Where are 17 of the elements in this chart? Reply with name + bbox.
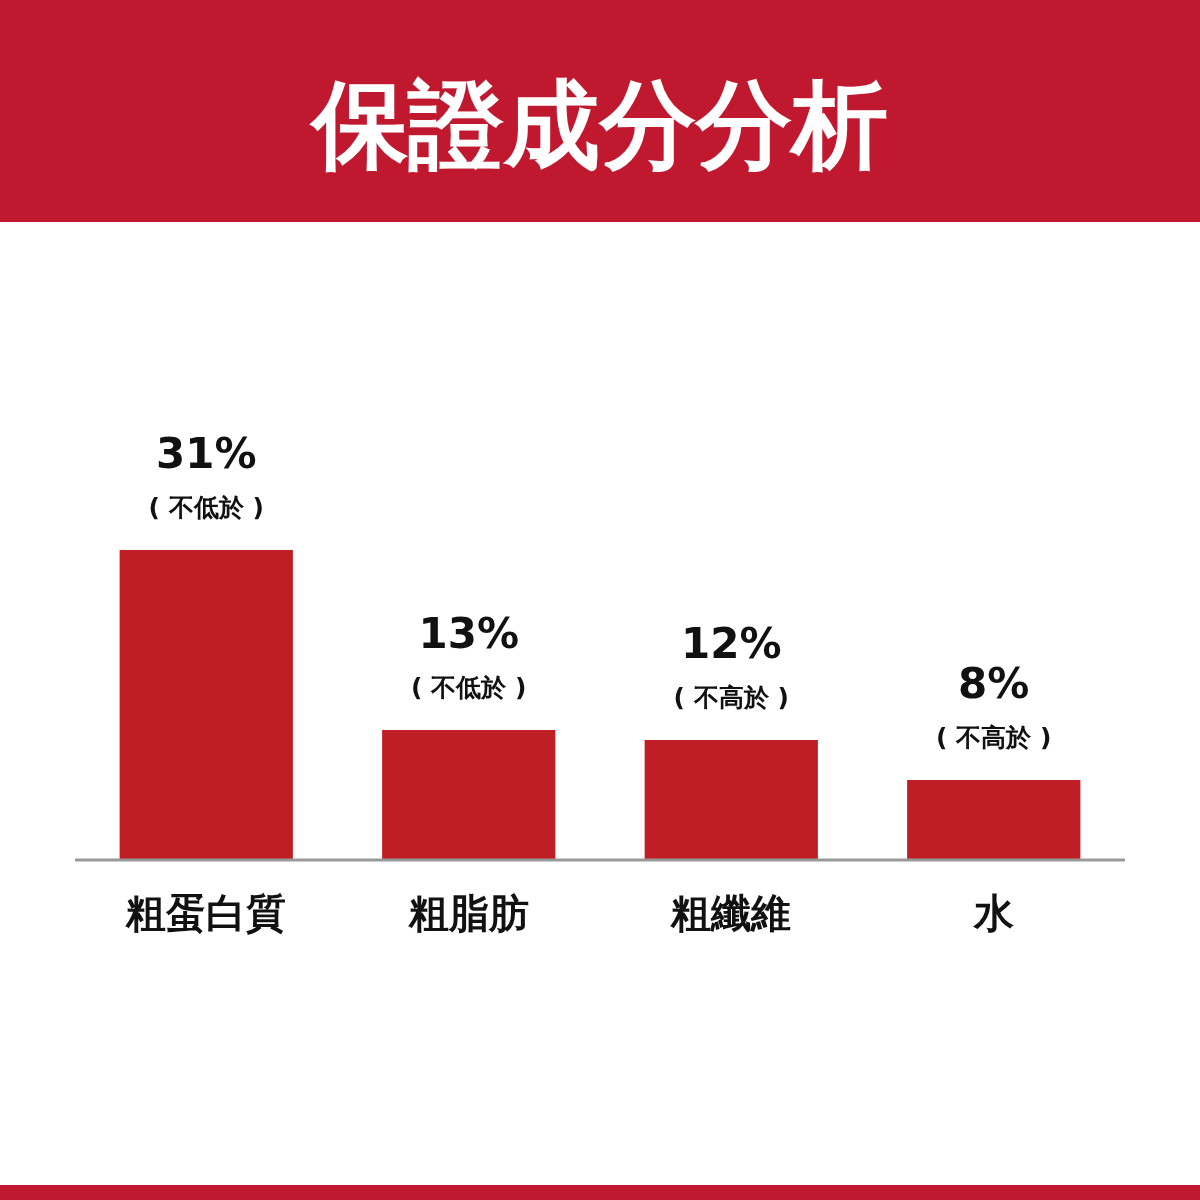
x-tick-label: 粗脂肪 [407, 890, 529, 936]
bar [644, 740, 818, 860]
data-label: 8% [958, 659, 1030, 708]
data-label: 13% [418, 609, 520, 658]
annotation: ( 不低於 ) [411, 673, 527, 702]
x-tick-label: 水 [971, 890, 1014, 936]
x-tick-label: 粗纖維 [670, 890, 792, 936]
bar [382, 730, 556, 860]
annotation: ( 不低於 ) [148, 493, 264, 522]
x-tick-label: 粗蛋白質 [125, 890, 287, 936]
data-label: 12% [680, 619, 782, 668]
bar [907, 780, 1081, 860]
annotation: ( 不高於 ) [673, 683, 789, 712]
bar [119, 550, 293, 860]
data-label: 31% [155, 429, 257, 478]
chart-title: 保證成分分析 [309, 69, 888, 181]
annotation: ( 不高於 ) [936, 723, 1052, 752]
